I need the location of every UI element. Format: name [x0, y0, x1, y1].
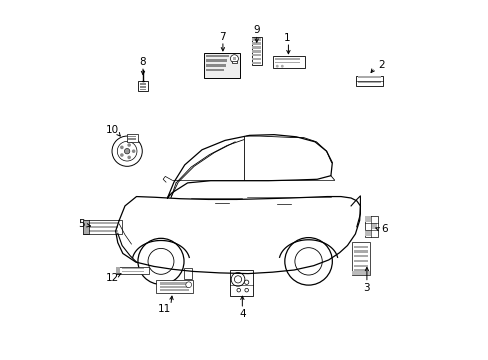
Bar — [232, 57, 236, 60]
Bar — [138, 81, 148, 91]
Bar — [364, 216, 377, 237]
Bar — [126, 134, 137, 142]
Bar — [353, 251, 367, 253]
Bar — [115, 267, 120, 274]
Bar — [127, 136, 136, 137]
Circle shape — [127, 143, 131, 147]
Bar — [204, 53, 240, 78]
Circle shape — [148, 248, 174, 274]
Circle shape — [244, 280, 248, 284]
Circle shape — [230, 55, 238, 63]
Text: 8: 8 — [140, 57, 146, 67]
Bar — [274, 58, 300, 60]
Bar — [156, 280, 193, 293]
Bar — [365, 230, 370, 236]
Bar — [357, 76, 380, 78]
Bar — [365, 216, 370, 222]
Bar — [206, 59, 227, 62]
Text: 10: 10 — [105, 125, 119, 135]
Circle shape — [244, 288, 248, 292]
Bar — [272, 56, 305, 68]
Text: 4: 4 — [239, 309, 245, 319]
Text: 6: 6 — [380, 224, 386, 234]
Bar — [357, 81, 380, 83]
Bar — [184, 267, 192, 279]
Bar — [206, 68, 224, 71]
Bar — [115, 267, 148, 274]
Circle shape — [231, 273, 244, 286]
Circle shape — [234, 276, 241, 283]
Bar — [160, 289, 189, 291]
Bar — [83, 220, 122, 234]
Text: 11: 11 — [158, 304, 171, 314]
Text: 3: 3 — [363, 283, 369, 293]
Bar — [353, 265, 367, 267]
Bar — [140, 86, 146, 88]
Bar — [127, 139, 136, 140]
Bar — [252, 50, 261, 53]
Circle shape — [120, 145, 123, 149]
Bar — [87, 222, 118, 225]
Text: 7: 7 — [219, 32, 226, 42]
Bar — [206, 64, 225, 67]
Bar — [353, 269, 367, 271]
Bar — [252, 42, 261, 45]
Bar — [87, 226, 118, 228]
Bar — [83, 220, 89, 234]
Text: 2: 2 — [377, 60, 384, 70]
Bar — [351, 271, 369, 275]
Bar — [87, 230, 118, 232]
Text: 9: 9 — [253, 25, 260, 35]
Bar — [83, 220, 89, 234]
Bar — [252, 62, 261, 64]
Circle shape — [112, 136, 142, 166]
Bar — [353, 255, 367, 257]
Bar — [252, 58, 261, 60]
Circle shape — [294, 248, 322, 275]
Bar — [252, 54, 261, 57]
Bar — [251, 37, 261, 65]
Circle shape — [275, 65, 278, 68]
Bar — [371, 223, 377, 229]
Text: 12: 12 — [105, 273, 119, 283]
Bar — [274, 62, 300, 63]
Bar — [229, 270, 253, 296]
Bar — [140, 83, 146, 85]
Bar — [353, 260, 367, 262]
Circle shape — [185, 282, 191, 288]
Circle shape — [284, 238, 332, 285]
Bar — [356, 76, 382, 86]
Bar — [252, 46, 261, 49]
Circle shape — [138, 238, 183, 284]
Circle shape — [124, 148, 130, 154]
Bar — [160, 286, 189, 288]
Bar — [231, 61, 237, 63]
Circle shape — [237, 288, 240, 292]
Bar — [122, 271, 144, 272]
Bar — [140, 89, 146, 90]
Bar — [353, 246, 367, 248]
Circle shape — [117, 141, 137, 161]
Text: 1: 1 — [283, 33, 290, 43]
Bar — [351, 242, 369, 275]
Bar — [252, 38, 261, 41]
Bar — [122, 268, 144, 269]
Circle shape — [132, 149, 135, 153]
Bar — [206, 55, 228, 58]
Circle shape — [127, 156, 131, 159]
Text: 5: 5 — [78, 219, 85, 229]
Bar — [160, 282, 189, 284]
Circle shape — [120, 153, 123, 157]
Circle shape — [280, 65, 283, 68]
